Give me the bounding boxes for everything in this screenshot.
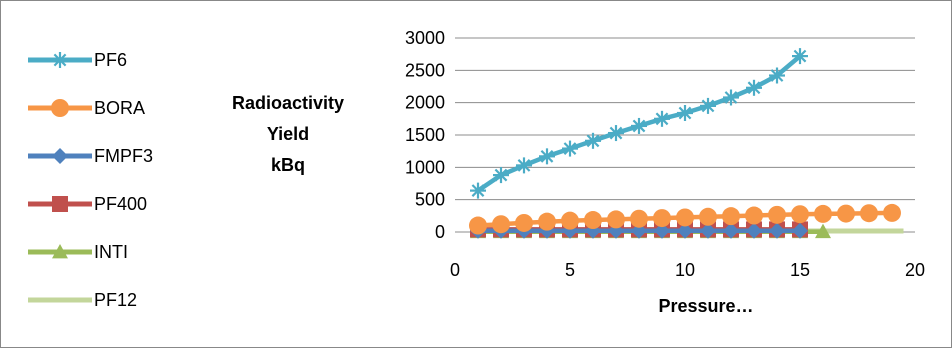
y-axis-title-line: Yield: [267, 124, 309, 144]
marker-square: [52, 196, 68, 212]
marker-circle: [699, 207, 717, 226]
marker-circle: [676, 208, 694, 227]
x-tick-label: 5: [565, 260, 575, 280]
x-axis-title: Pressure…: [658, 296, 753, 316]
marker-circle: [722, 207, 740, 226]
marker-circle: [51, 99, 69, 117]
legend-item-pf12: PF12: [28, 290, 137, 310]
x-axis-ticks: 0 5 10 15 20: [450, 260, 925, 280]
marker-triangle: [52, 244, 68, 259]
marker-circle: [768, 205, 786, 224]
marker-circle: [860, 204, 878, 223]
legend-label: FMPF3: [94, 146, 153, 166]
marker-diamond: [769, 222, 785, 239]
legend-item-inti: INTI: [28, 242, 128, 262]
series-group: [469, 48, 904, 239]
y-axis-title: Radioactivity Yield kBq: [232, 93, 344, 175]
marker-diamond: [677, 222, 693, 239]
legend-label: INTI: [94, 242, 128, 262]
legend-item-pf6: PF6: [28, 50, 127, 70]
y-tick-label: 3000: [405, 28, 445, 48]
marker-diamond: [52, 148, 68, 164]
marker-diamond: [654, 222, 670, 239]
x-tick-label: 15: [790, 260, 810, 280]
legend-label: PF400: [94, 194, 147, 214]
marker-circle: [515, 213, 533, 232]
legend-label: BORA: [94, 98, 145, 118]
legend-item-bora: BORA: [28, 98, 145, 118]
legend-item-fmpf3: FMPF3: [28, 146, 153, 166]
marker-circle: [630, 209, 648, 228]
legend-item-pf400: PF400: [28, 194, 147, 214]
marker-circle: [538, 212, 556, 231]
y-tick-label: 2500: [405, 60, 445, 80]
y-tick-label: 500: [415, 190, 445, 210]
marker-diamond: [700, 222, 716, 239]
y-axis-ticks: 0 500 1000 1500 2000 2500 3000: [405, 28, 445, 242]
y-tick-label: 1000: [405, 157, 445, 177]
gridlines: [455, 37, 915, 233]
marker-circle: [492, 215, 510, 234]
y-tick-label: 2000: [405, 93, 445, 113]
marker-circle: [837, 204, 855, 223]
marker-diamond: [746, 222, 762, 239]
marker-circle: [883, 203, 901, 222]
marker-circle: [653, 209, 671, 228]
x-tick-label: 20: [905, 260, 925, 280]
series-pf6: [470, 48, 808, 199]
x-tick-label: 0: [450, 260, 460, 280]
series-bora: [469, 203, 901, 235]
marker-triangle: [815, 223, 831, 239]
legend-label: PF6: [94, 50, 127, 70]
y-tick-label: 0: [435, 222, 445, 242]
legend-label: PF12: [94, 290, 137, 310]
marker-circle: [584, 211, 602, 230]
marker-circle: [561, 211, 579, 230]
marker-circle: [814, 204, 832, 223]
legend: PF6 BORA FMPF3 PF400 INTI PF12: [28, 50, 153, 310]
y-axis-title-line: Radioactivity: [232, 93, 344, 113]
marker-circle: [607, 210, 625, 229]
marker-diamond: [723, 222, 739, 239]
marker-circle: [745, 206, 763, 225]
marker-circle: [469, 216, 487, 235]
marker-diamond: [792, 222, 808, 239]
y-tick-label: 1500: [405, 125, 445, 145]
x-tick-label: 10: [675, 260, 695, 280]
y-axis-title-line: kBq: [271, 155, 305, 175]
marker-circle: [791, 205, 809, 224]
